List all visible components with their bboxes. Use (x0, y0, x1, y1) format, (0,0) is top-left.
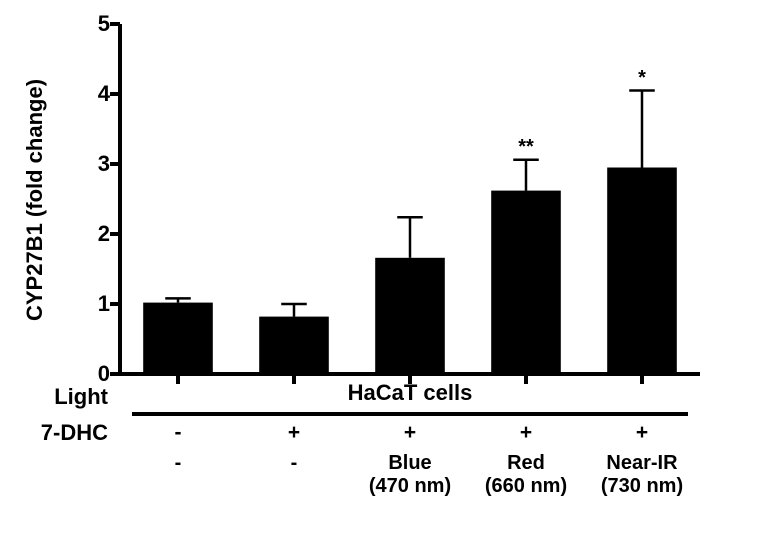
dhc-cell: + (352, 421, 468, 445)
significance-marker: * (638, 67, 646, 90)
group-underline-bar (132, 412, 689, 416)
dhc-cell: + (236, 421, 352, 445)
x-axis-condition-table: HaCaT cells 7-DHC - + + + + Light - - Bl… (120, 380, 700, 512)
light-cell: - (236, 452, 352, 475)
light-cell-line2: (730 nm) (584, 475, 700, 498)
dhc-cell: + (584, 421, 700, 445)
chart-svg (120, 24, 700, 374)
light-cell: - (120, 452, 236, 475)
light-cell: Blue (470 nm) (352, 452, 468, 498)
cell-line-title: HaCaT cells (120, 380, 700, 406)
light-cell-line2: (470 nm) (352, 475, 468, 498)
light-cell-line2: (660 nm) (468, 475, 584, 498)
light-cell-line1: Near-IR (584, 452, 700, 475)
group-underline (120, 406, 700, 418)
light-cell: Near-IR (730 nm) (584, 452, 700, 498)
y-axis-label: CYP27B1 (fold change) (22, 79, 48, 321)
dhc-cell: - (120, 421, 236, 445)
bar-chart: 012345*** (120, 24, 700, 374)
ytick-label: 2 (98, 221, 110, 247)
figure: CYP27B1 (fold change) 012345*** HaCaT ce… (0, 0, 762, 558)
significance-marker: ** (518, 136, 534, 159)
light-cell-line1: Red (468, 452, 584, 475)
light-cell-line1: - (120, 452, 236, 475)
ytick-label: 3 (98, 151, 110, 177)
light-cell: Red (660 nm) (468, 452, 584, 498)
ytick-label: 5 (98, 11, 110, 37)
light-cell-line1: - (236, 452, 352, 475)
ytick-label: 4 (98, 81, 110, 107)
row-light: Light - - Blue (470 nm) Red (660 nm) Nea… (120, 448, 700, 512)
light-cell-line1: Blue (352, 452, 468, 475)
row-7dhc-label: 7-DHC (41, 420, 108, 446)
ytick-label: 1 (98, 291, 110, 317)
row-7dhc: 7-DHC - + + + + (120, 418, 700, 448)
row-light-label: Light (54, 384, 108, 410)
dhc-cell: + (468, 421, 584, 445)
